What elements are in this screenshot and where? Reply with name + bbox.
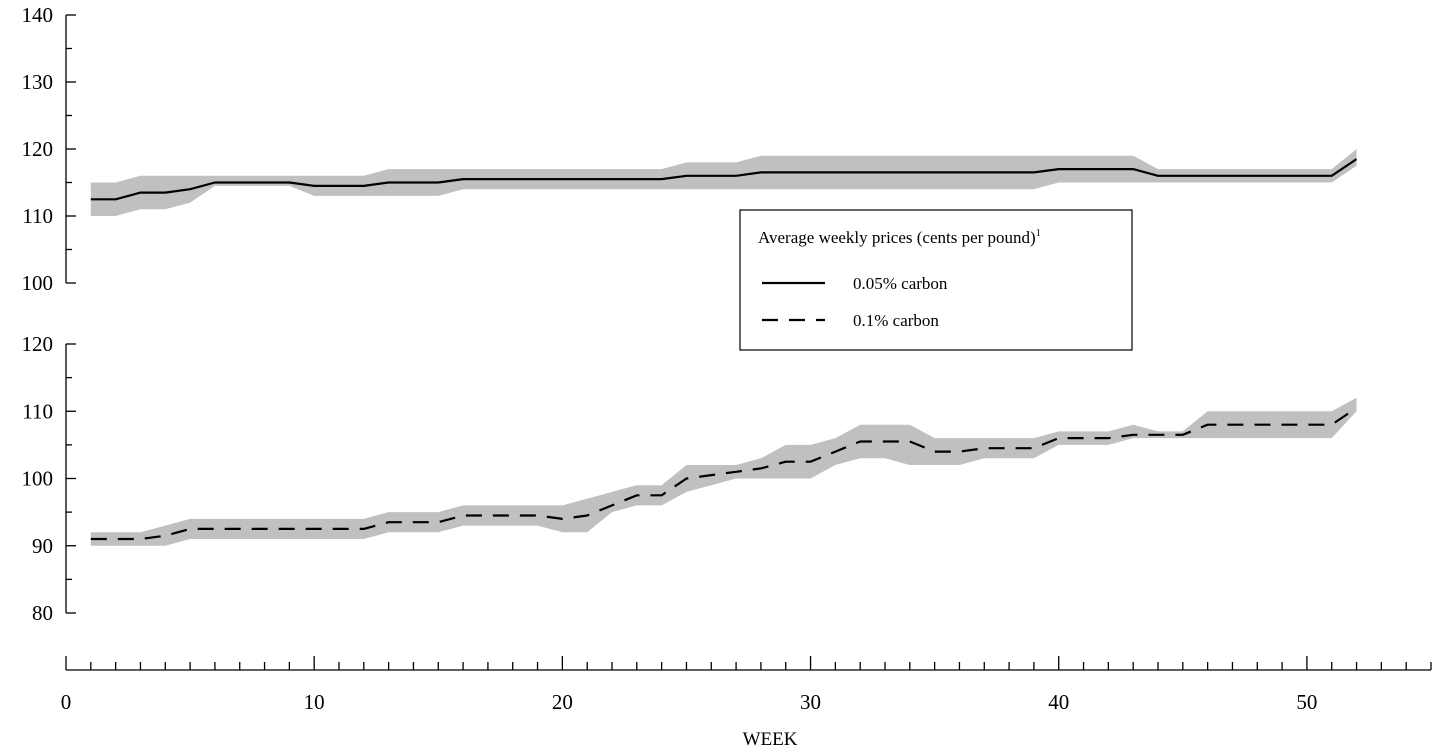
legend-title: Average weekly prices (cents per pound)1 [758, 228, 1041, 247]
x-tick-label: 0 [61, 690, 72, 714]
y-tick-label-lower: 80 [32, 601, 53, 625]
range-band-upper [90, 149, 1357, 216]
y-tick-label-lower: 100 [22, 467, 54, 491]
legend: Average weekly prices (cents per pound)1… [739, 209, 1133, 351]
series-lines [90, 158, 1358, 541]
x-tick-label: 20 [552, 690, 573, 714]
legend-label-solid: 0.05% carbon [853, 274, 948, 293]
x-tick-label: 50 [1296, 690, 1317, 714]
y-tick-label-lower: 120 [22, 332, 54, 356]
legend-title-footnote: 1 [1036, 228, 1041, 239]
x-tick-label: 30 [800, 690, 821, 714]
legend-label-dashed: 0.1% carbon [853, 311, 939, 330]
range-bands [90, 149, 1357, 546]
y-tick-label-upper: 100 [22, 271, 54, 295]
x-tick-label: 40 [1048, 690, 1069, 714]
y-tick-label-lower: 110 [22, 399, 53, 423]
x-tick-label: 10 [304, 690, 325, 714]
y-tick-label-lower: 90 [32, 534, 53, 558]
legend-box [739, 209, 1133, 351]
y-tick-label-upper: 120 [22, 137, 54, 161]
y-tick-label-upper: 110 [22, 204, 53, 228]
axes: 100 110 120 130 140 80 90 100 110 120 0 10 20 30 40 50 [22, 3, 1432, 714]
series-line-upper [90, 158, 1358, 201]
x-axis-title: WEEK [743, 729, 798, 748]
y-tick-label-upper: 130 [22, 70, 54, 94]
y-tick-label-upper: 140 [22, 3, 54, 27]
range-band-lower [90, 397, 1357, 546]
